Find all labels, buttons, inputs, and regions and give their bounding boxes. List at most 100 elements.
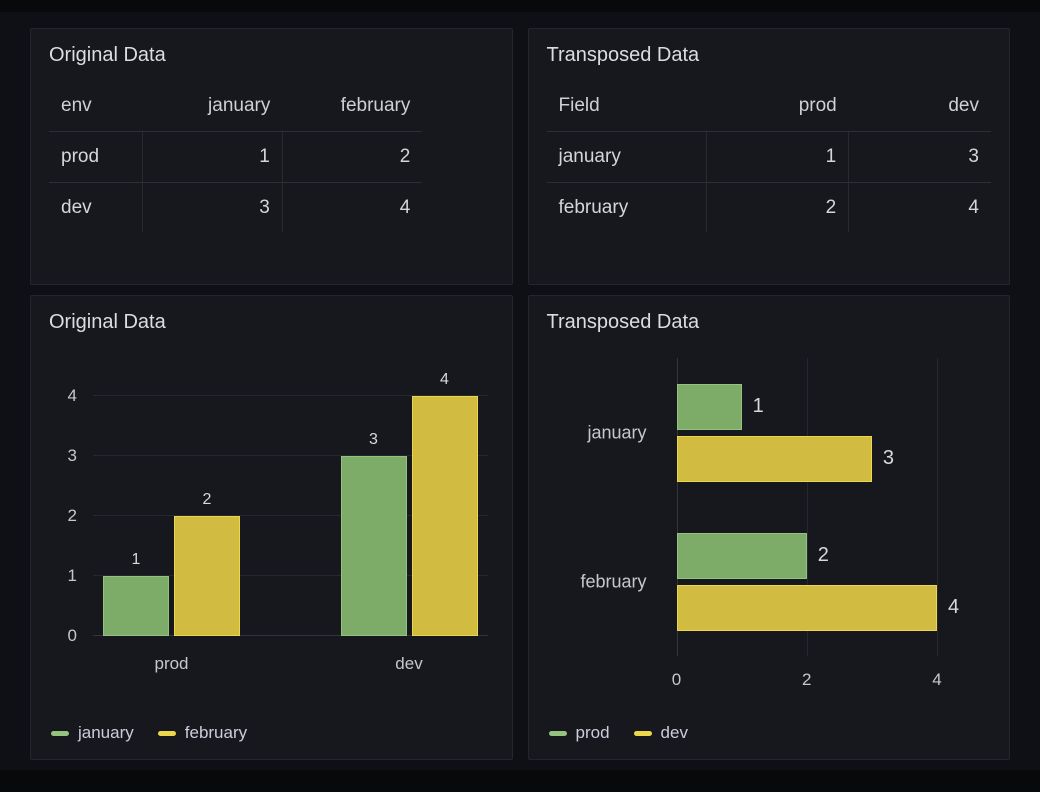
bar-value-label: 1 xyxy=(131,551,141,568)
panel-header[interactable]: Original Data xyxy=(31,296,512,334)
table-cell: february xyxy=(546,181,707,233)
legend-item-dev[interactable]: dev xyxy=(633,723,688,743)
panel-title: Transposed Data xyxy=(546,44,700,66)
bar-row: 3 xyxy=(676,435,938,482)
table-cell: dev xyxy=(49,181,143,233)
column-header[interactable]: Field xyxy=(558,95,600,116)
panel-header[interactable]: Transposed Data xyxy=(529,296,1010,334)
legend-swatch-icon xyxy=(633,730,652,736)
chart-plot-area: january 1 3 february 2 4 0 2 4 xyxy=(580,358,959,696)
gridline xyxy=(93,455,488,456)
bar-value-label: 2 xyxy=(817,544,829,566)
column-header[interactable]: env xyxy=(61,95,92,116)
table-header-row: env january february xyxy=(49,81,422,131)
bar-group-dev: 3 4 dev xyxy=(340,371,478,673)
gridline xyxy=(93,515,488,516)
y-axis-tick-label: 2 xyxy=(67,506,77,525)
y-axis-tick-label: 3 xyxy=(67,446,77,465)
gridline xyxy=(937,358,938,656)
bar-january-dev[interactable]: 3 xyxy=(340,431,407,636)
bar-row: 4 xyxy=(676,584,959,631)
page-edge-bottom xyxy=(0,770,1040,792)
panel-header[interactable]: Original Data xyxy=(31,29,512,67)
gridline xyxy=(93,635,488,636)
panel-original-data-chart: Original Data 0 1 2 3 4 1 2 prod 3 4 dev january feb… xyxy=(30,295,513,760)
y-axis-tick-label: 1 xyxy=(67,566,77,585)
table-row[interactable]: dev 3 4 xyxy=(49,181,423,233)
bar-dev-january[interactable] xyxy=(676,435,872,482)
bar-value-label: 3 xyxy=(882,447,894,469)
column-header[interactable]: dev xyxy=(948,95,979,116)
data-table: env january february prod 1 2 dev 3 4 xyxy=(49,81,423,233)
y-axis-tick-label: 4 xyxy=(67,386,77,405)
column-header[interactable]: january xyxy=(208,95,271,116)
category-label: january xyxy=(587,422,647,442)
legend-label: january xyxy=(78,723,134,742)
table-cell: january xyxy=(546,130,707,182)
table-row[interactable]: february 2 4 xyxy=(546,181,991,233)
panel-title: Original Data xyxy=(49,311,166,333)
gridline xyxy=(676,358,678,656)
category-label: february xyxy=(580,571,647,591)
category-label: prod xyxy=(154,654,189,673)
column-header[interactable]: february xyxy=(340,95,411,116)
y-axis-tick-label: 0 xyxy=(67,626,77,645)
panel-title: Transposed Data xyxy=(546,311,700,333)
legend-item-february[interactable]: february xyxy=(157,723,247,743)
bar-value-label: 3 xyxy=(369,431,378,448)
table-cell: 1 xyxy=(141,130,283,182)
table-container: env january february prod 1 2 dev 3 4 xyxy=(31,67,512,233)
table-row[interactable]: january 1 3 xyxy=(546,130,991,182)
panel-header[interactable]: Transposed Data xyxy=(529,29,1010,67)
page-edge-top xyxy=(0,0,1040,12)
table-row[interactable]: prod 1 2 xyxy=(49,130,423,182)
y-axis: 0 1 2 3 4 xyxy=(47,386,81,645)
bar-january-prod[interactable]: 1 xyxy=(103,551,169,636)
dashboard: Original Data env january february prod 1 2 de… xyxy=(0,12,1040,770)
legend-swatch-icon xyxy=(548,730,567,736)
x-axis-tick-label: 2 xyxy=(802,670,812,689)
bar-prod-january[interactable] xyxy=(676,383,742,430)
bar-group-february: february 2 4 xyxy=(580,532,959,631)
bar-february-dev[interactable]: 4 xyxy=(411,371,478,636)
table-cell: 1 xyxy=(706,130,849,182)
bar-value-label: 4 xyxy=(948,596,960,618)
legend-item-prod[interactable]: prod xyxy=(548,723,610,743)
table-cell: 3 xyxy=(141,181,283,233)
gridline xyxy=(806,358,808,656)
table-cell: 2 xyxy=(706,181,849,233)
x-axis-tick-label: 0 xyxy=(671,670,682,689)
table-cell: 3 xyxy=(848,130,991,182)
bar-value-label: 1 xyxy=(752,395,764,417)
bar-group-prod: 1 2 prod xyxy=(103,396,240,673)
column-header[interactable]: prod xyxy=(798,95,837,116)
gridline xyxy=(93,575,488,576)
bar-row: 2 xyxy=(676,532,938,579)
panel-original-data-table: Original Data env january february prod 1 2 de… xyxy=(30,28,513,285)
chart-legend: prod dev xyxy=(545,717,992,743)
table-cell: 4 xyxy=(848,181,991,233)
bar-value-label: 4 xyxy=(440,371,449,388)
bar-group-january: january 1 3 xyxy=(587,383,938,482)
gridline xyxy=(93,395,488,396)
chart-legend: january february xyxy=(47,717,494,743)
panel-title: Original Data xyxy=(49,44,166,66)
legend-swatch-icon xyxy=(51,730,69,736)
bar-dev-february[interactable] xyxy=(676,584,937,631)
bar-chart-horizontal: january 1 3 february 2 4 0 2 4 prod dev xyxy=(529,334,1010,759)
plot-area: january 1 3 february 2 4 xyxy=(580,358,959,656)
bar-february-prod[interactable]: 2 xyxy=(174,491,240,636)
table-cell: 4 xyxy=(281,181,423,233)
table-cell: 2 xyxy=(281,130,423,182)
legend-swatch-icon xyxy=(157,730,176,736)
plot-area: 1 2 prod 3 4 dev xyxy=(93,371,488,673)
panel-transposed-data-table: Transposed Data Field prod dev january 1 3 feb… xyxy=(527,28,1010,285)
x-axis-tick-label: 4 xyxy=(932,670,942,689)
data-table: Field prod dev january 1 3 february 2 4 xyxy=(546,81,992,233)
category-label: dev xyxy=(395,654,423,673)
table-cell: prod xyxy=(49,130,143,182)
bar-prod-february[interactable] xyxy=(676,532,807,579)
legend-item-january[interactable]: january xyxy=(51,723,134,743)
table-header-row: Field prod dev xyxy=(547,81,992,131)
bar-row: 1 xyxy=(676,383,938,430)
